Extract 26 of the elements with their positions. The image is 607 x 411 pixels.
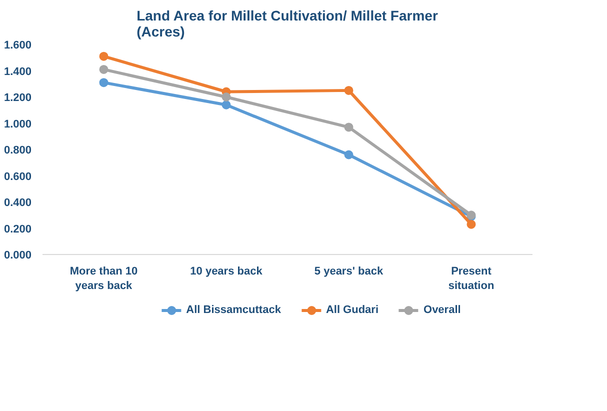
y-tick-label: 0.800 <box>4 144 32 156</box>
point <box>344 150 354 160</box>
y-tick-label: 1.600 <box>4 40 32 52</box>
point <box>99 52 108 61</box>
y-tick-label: 0.000 <box>4 250 32 262</box>
point <box>466 220 476 229</box>
point <box>222 100 231 110</box>
y-tick-label: 1.400 <box>4 66 32 78</box>
x-tick-label: 5 years' back <box>314 266 384 278</box>
legend-label: All Gudari <box>326 304 379 316</box>
y-tick-label: 0.600 <box>4 170 32 183</box>
y-tick-label: 1.000 <box>4 118 32 130</box>
point <box>344 86 354 95</box>
x-tick-label: 10 years back <box>190 266 264 278</box>
legend-label: Overall <box>424 304 461 316</box>
x-tick-label: More than 10 years back <box>70 266 138 292</box>
y-tick-label: 0.400 <box>4 197 32 209</box>
point <box>344 122 354 132</box>
y-tick-label: 0.200 <box>4 223 32 236</box>
point <box>99 78 108 88</box>
y-tick-label: 1.200 <box>4 92 32 104</box>
legend-label: All Bissamcuttack <box>186 304 281 316</box>
x-tick-label: Present situation <box>448 266 494 292</box>
chart-title: Land Area for Millet Cultivation/ Millet Farmer (Acres) <box>136 8 438 40</box>
point <box>222 92 231 102</box>
point <box>99 64 108 74</box>
